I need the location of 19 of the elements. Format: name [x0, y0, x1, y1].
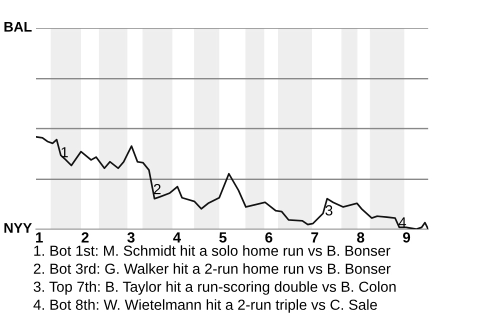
annotation: 4 [398, 217, 406, 228]
x-tick-label: 7 [311, 232, 318, 242]
annotation: 3 [325, 205, 332, 216]
annotation: 2 [154, 184, 161, 194]
x-tick-label: 3 [127, 232, 135, 243]
text: BAL [4, 22, 32, 32]
x-tick-label: 8 [357, 232, 364, 243]
text: 4. Bot 8th: W. Wietelmann hit a 2-run triple vs C. Sale [33, 299, 377, 313]
x-tick-label: 4 [173, 232, 181, 242]
x-tick-label: 2 [82, 232, 89, 242]
text: 1. Bot 1st: M. Schmidt hit a solo home run vs B. Bonser [34, 245, 390, 256]
x-tick-label: 1 [36, 232, 43, 242]
x-tick-label: 6 [265, 232, 272, 243]
text: 2. Bot 3rd: G. Walker hit a 2-run home run vs B. Bonser [34, 263, 391, 274]
x-tick-label: 5 [219, 232, 227, 243]
x-tick-label: 9 [403, 232, 410, 243]
annotation: 1 [62, 147, 68, 158]
text: 3. Top 7th: B. Taylor hit a run-scoring double vs B. Colon [34, 281, 396, 295]
text: NYY [4, 223, 32, 233]
